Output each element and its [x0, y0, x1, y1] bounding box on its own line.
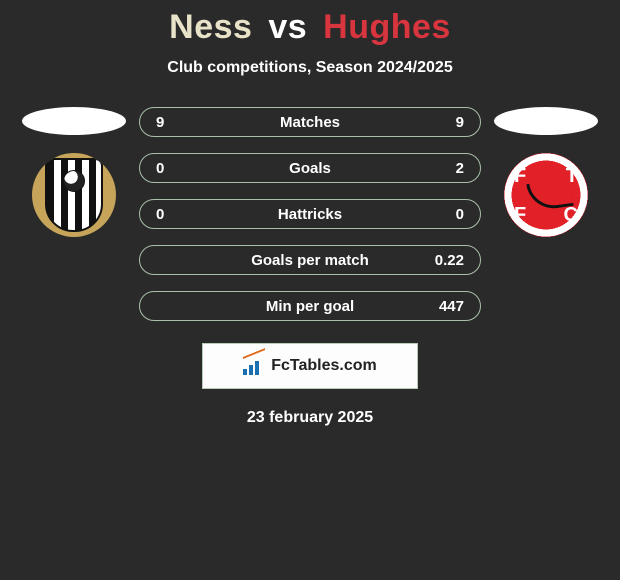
- player2-portrait-placeholder: [494, 107, 598, 135]
- subtitle: Club competitions, Season 2024/2025: [167, 59, 452, 77]
- stat-right-value: 9: [424, 114, 464, 131]
- bar-chart-icon: [243, 357, 265, 375]
- stat-left-value: 9: [156, 114, 196, 131]
- stat-label: Goals per match: [251, 252, 369, 269]
- stat-right-value: 447: [424, 298, 464, 315]
- crest-letter-icon: C: [564, 204, 578, 227]
- club-crest-shield-icon: [45, 158, 103, 232]
- stat-row-hattricks: 0 Hattricks 0: [139, 199, 481, 229]
- stats-list: 9 Matches 9 0 Goals 2 0 Hattricks 0 Goal…: [139, 107, 481, 321]
- content: 9 Matches 9 0 Goals 2 0 Hattricks 0 Goal…: [0, 107, 620, 321]
- generated-date: 23 february 2025: [247, 409, 373, 427]
- crest-letter-icon: F: [514, 165, 526, 188]
- brand-text: FcTables.com: [271, 357, 377, 375]
- player2-name: Hughes: [323, 8, 451, 46]
- stat-left-value: 0: [156, 206, 196, 223]
- left-player-column: [19, 107, 129, 237]
- stat-right-value: 0: [424, 206, 464, 223]
- stat-label: Goals: [289, 160, 331, 177]
- stat-label: Min per goal: [266, 298, 354, 315]
- player2-club-crest: F T F C: [504, 153, 588, 237]
- stat-label: Hattricks: [278, 206, 342, 223]
- stat-label: Matches: [280, 114, 340, 131]
- stat-right-value: 2: [424, 160, 464, 177]
- vs-separator: vs: [268, 8, 307, 46]
- stat-row-goals-per-match: Goals per match 0.22: [139, 245, 481, 275]
- player1-portrait-placeholder: [22, 107, 126, 135]
- crest-letter-icon: F: [514, 204, 526, 227]
- stat-left-value: 0: [156, 160, 196, 177]
- comparison-title: Ness vs Hughes: [169, 8, 451, 47]
- stat-row-goals: 0 Goals 2: [139, 153, 481, 183]
- stat-row-matches: 9 Matches 9: [139, 107, 481, 137]
- stat-row-min-per-goal: Min per goal 447: [139, 291, 481, 321]
- player1-club-crest: [32, 153, 116, 237]
- player1-name: Ness: [169, 8, 252, 46]
- brand-attribution: FcTables.com: [202, 343, 418, 389]
- football-icon: [63, 170, 85, 192]
- right-player-column: F T F C: [491, 107, 601, 237]
- stat-right-value: 0.22: [424, 252, 464, 269]
